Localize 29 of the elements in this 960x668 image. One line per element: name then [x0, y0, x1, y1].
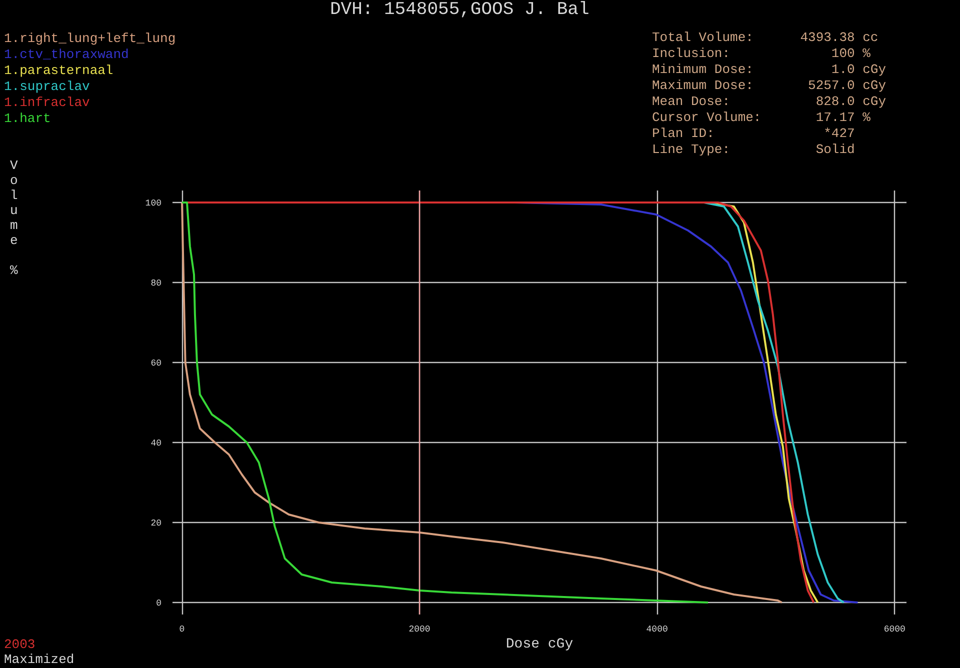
text: Mean Dose: 828.0 cGy [652, 94, 886, 110]
chart-title: DVH: 1548055,GOOS J. Bal [330, 0, 590, 20]
text: Maximum Dose: 5257.0 cGy [652, 78, 886, 94]
text: Inclusion: 100 % [652, 46, 870, 62]
text: 1.right_lung+left_lung [4, 31, 176, 47]
x-tick-label: 4000 [646, 624, 668, 634]
y-tick-label: 40 [150, 438, 162, 448]
text: 1.ctv_thoraxwand [4, 47, 129, 63]
text: Volume % [10, 158, 18, 278]
x-tick-label: 0 [179, 624, 185, 634]
text: Line Type: Solid [652, 142, 855, 158]
text: Maximized [4, 652, 74, 668]
text: 1.supraclav [4, 79, 90, 95]
text: Minimum Dose: 1.0 cGy [652, 62, 886, 78]
x-tick-label: 2000 [408, 624, 430, 634]
text: 1.parasternaal [4, 63, 114, 79]
text: Cursor Volume: 17.17 % [652, 110, 870, 126]
y-tick-label: 60 [150, 358, 162, 368]
text: 2003 [4, 637, 36, 653]
y-tick-label: 100 [145, 198, 162, 208]
x-axis-title: Dose cGy [506, 636, 574, 652]
text: 1.infraclav [4, 95, 90, 111]
y-tick-label: 20 [150, 518, 162, 528]
text: Total Volume: 4393.38 cc [652, 30, 878, 46]
text: 1.hart [4, 111, 51, 127]
text: Plan ID: *427 [652, 126, 855, 142]
y-tick-label: 0 [156, 598, 162, 608]
y-tick-label: 80 [150, 278, 162, 288]
x-tick-label: 6000 [884, 624, 906, 634]
